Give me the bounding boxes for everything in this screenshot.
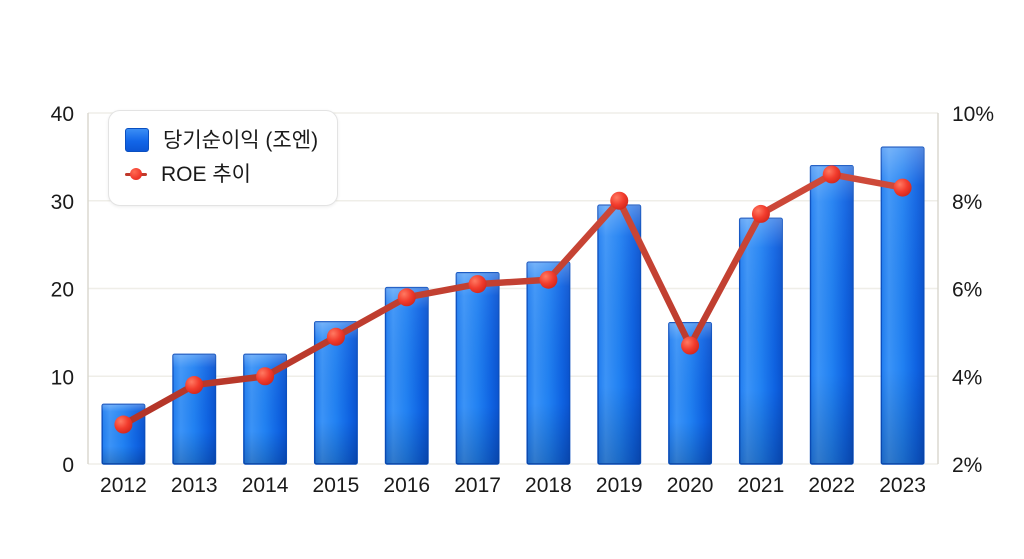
y-left-tick-10: 10 <box>51 366 74 389</box>
roe-point-2017 <box>468 275 487 294</box>
x-tick-2014: 2014 <box>242 474 289 497</box>
y-left-tick-30: 30 <box>51 191 74 214</box>
y-left-tick-20: 20 <box>51 279 74 302</box>
x-tick-2015: 2015 <box>313 474 360 497</box>
x-tick-2016: 2016 <box>383 474 430 497</box>
roe-point-2016 <box>397 288 416 307</box>
roe-point-2019 <box>610 191 629 210</box>
roe-point-2022 <box>822 165 841 184</box>
roe-point-2021 <box>751 204 770 223</box>
x-tick-2017: 2017 <box>454 474 501 497</box>
roe-point-2023 <box>893 178 912 197</box>
x-tick-2022: 2022 <box>808 474 855 497</box>
x-tick-2013: 2013 <box>171 474 218 497</box>
x-tick-2019: 2019 <box>596 474 643 497</box>
y-right-tick-4%: 4% <box>952 366 982 389</box>
plot-frame <box>87 113 939 464</box>
x-axis-labels: 2012 2013 2014 2015 2016 2017 2018 2019 2020 2021… <box>100 474 926 497</box>
y-right-tick-2%: 2% <box>952 454 982 477</box>
y-left-tick-40: 40 <box>51 103 74 126</box>
roe-point-2012 <box>114 415 133 434</box>
roe-point-2013 <box>185 376 204 395</box>
line-marker-icon <box>125 163 147 185</box>
y-right-tick-8%: 8% <box>952 191 982 214</box>
x-tick-2012: 2012 <box>100 474 147 497</box>
roe-line-series <box>120 171 906 428</box>
roe-point-2015 <box>326 327 345 346</box>
roe-point-2014 <box>256 367 275 386</box>
x-tick-2020: 2020 <box>667 474 714 497</box>
bar-swatch-icon <box>125 128 149 152</box>
y-axis-left-labels: 0 10 20 30 40 <box>51 103 74 477</box>
y-left-tick-0: 0 <box>62 454 74 477</box>
legend-item-net-income: 당기순이익 (조엔) <box>125 123 321 157</box>
roe-point-2018 <box>539 270 558 289</box>
legend-item-roe: ROE 추이 <box>125 157 321 191</box>
legend-label-roe: ROE 추이 <box>161 162 251 186</box>
chart-legend: 당기순이익 (조엔) ROE 추이 <box>108 110 338 206</box>
x-tick-2023: 2023 <box>879 474 926 497</box>
y-axis-right-labels: 2% 4% 6% 8% 10% <box>952 103 994 477</box>
roe-markers <box>114 165 912 434</box>
y-right-tick-10%: 10% <box>952 103 994 126</box>
x-tick-2018: 2018 <box>525 474 572 497</box>
roe-point-2020 <box>681 336 700 355</box>
x-tick-2021: 2021 <box>738 474 785 497</box>
legend-label-net-income: 당기순이익 (조엔) <box>163 128 319 152</box>
y-right-tick-6%: 6% <box>952 279 982 302</box>
